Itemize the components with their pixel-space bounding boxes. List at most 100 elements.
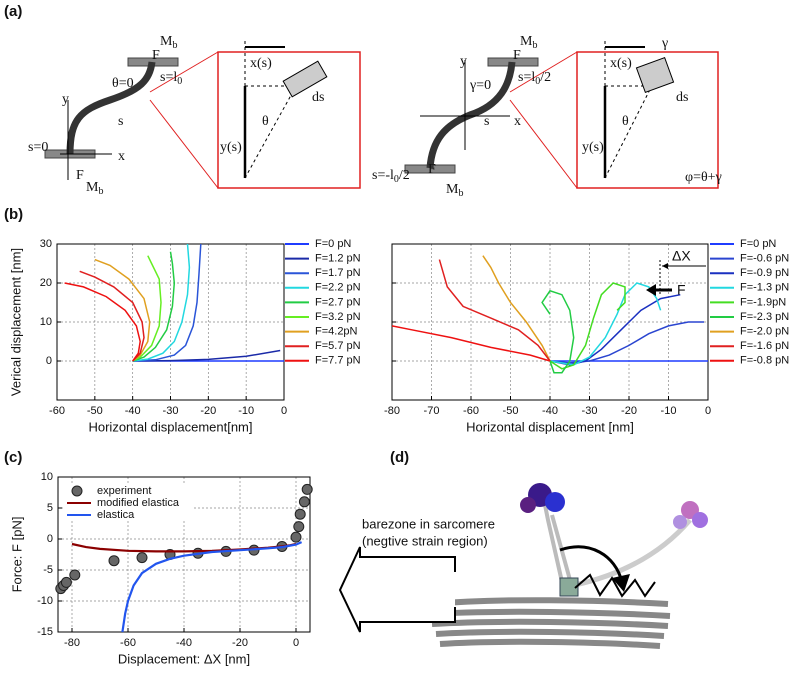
- diagram-label: x(s): [610, 56, 632, 71]
- legend-label: modified elastica: [97, 497, 180, 509]
- x-tick-label: -50: [87, 405, 103, 417]
- diagram-label: s=-l0/2: [372, 168, 410, 185]
- y-tick-label: -10: [37, 595, 53, 607]
- y-tick-label: 5: [47, 502, 53, 514]
- legend-label: elastica: [97, 509, 135, 521]
- x-tick-label: -60: [120, 637, 136, 649]
- panel-label: (c): [4, 449, 22, 466]
- caption: barezone in sarcomere: [362, 516, 495, 531]
- curve: [549, 293, 681, 366]
- x-tick-label: -70: [424, 405, 440, 417]
- curve: [132, 243, 202, 362]
- label-text: y: [460, 54, 467, 69]
- label-text: F: [76, 168, 84, 183]
- diagram-label: θ=0: [112, 76, 134, 91]
- diagram-label: γ: [661, 36, 668, 51]
- label-sub: b: [172, 40, 177, 51]
- legend-label: F=1.2 pN: [315, 253, 361, 265]
- x-tick-label: -20: [200, 405, 216, 417]
- curve: [121, 541, 303, 633]
- label-text: s: [118, 114, 123, 129]
- legend-label: F=5.7 pN: [315, 340, 361, 352]
- y-tick-label: 20: [40, 277, 52, 289]
- x-tick-label: -80: [64, 637, 80, 649]
- x-tick-label: -40: [542, 405, 558, 417]
- x-tick-label: -20: [232, 637, 248, 649]
- diagram-label: y: [62, 92, 69, 107]
- curve: [549, 282, 626, 370]
- label-text: ds: [312, 90, 324, 105]
- legend-label: F=-0.8 pN: [740, 355, 789, 367]
- x-tick-label: -80: [384, 405, 400, 417]
- label-text: F: [428, 162, 436, 177]
- label-sub: 0: [394, 174, 399, 185]
- diagram-label: φ=θ+γ: [685, 170, 722, 185]
- label-text: x: [118, 149, 125, 164]
- data-point: [60, 576, 72, 588]
- diagram-label: ds: [312, 90, 324, 105]
- annotation-arrow: [646, 284, 656, 296]
- legend-label: experiment: [97, 485, 151, 497]
- label-text: s=-l: [372, 168, 394, 183]
- diagram-label: x: [514, 114, 521, 129]
- x-tick-label: -40: [176, 637, 192, 649]
- label-text: x: [514, 114, 521, 129]
- data-point: [301, 483, 313, 495]
- y-axis-label: Force: F [pN]: [9, 517, 24, 593]
- panel-label: (b): [4, 206, 23, 223]
- diagram-label: y(s): [220, 140, 242, 155]
- diagram-a: [44, 40, 719, 189]
- diagram-label: x(s): [250, 56, 272, 71]
- x-tick-label: -10: [661, 405, 677, 417]
- data-point: [298, 496, 310, 508]
- diagram-label: γ=0: [469, 78, 491, 93]
- y-tick-label: 0: [47, 533, 53, 545]
- panel-label: (d): [390, 449, 409, 466]
- label-sub: b: [532, 40, 537, 51]
- label-sub: b: [458, 188, 463, 199]
- x-tick-label: -10: [238, 405, 254, 417]
- legend-label: F=-1.9pN: [740, 296, 786, 308]
- label-text: F: [152, 48, 160, 63]
- curve: [438, 259, 551, 362]
- label-text: γ: [661, 36, 668, 51]
- legend-label: F=-2.0 pN: [740, 326, 789, 338]
- label-text: θ: [262, 114, 269, 129]
- label-text: s=l: [160, 70, 177, 85]
- label-text: M: [520, 34, 533, 49]
- x-axis-label: Horizontal displacement [nm]: [466, 419, 634, 434]
- diagram-label: s=l0: [160, 70, 182, 87]
- label-text: y(s): [220, 140, 242, 155]
- y-tick-label: 10: [40, 316, 52, 328]
- x-tick-label: -20: [621, 405, 637, 417]
- data-point: [108, 555, 120, 567]
- diagram-label: Mb: [86, 180, 103, 197]
- legend-marker: [71, 485, 83, 497]
- diagram-label: y(s): [582, 140, 604, 155]
- diagram-label: F: [513, 48, 521, 63]
- diagram-label: θ: [622, 114, 629, 129]
- curve: [132, 255, 162, 362]
- x-tick-label: -50: [503, 405, 519, 417]
- diagram-label: ds: [676, 90, 688, 105]
- label-text: s=l: [518, 70, 535, 85]
- legend-label: F=-0.6 pN: [740, 253, 789, 265]
- caption: (negtive strain region): [362, 533, 488, 548]
- curve: [391, 325, 551, 362]
- data-point: [294, 508, 306, 520]
- label-text: φ=θ+γ: [685, 170, 722, 185]
- curve: [94, 258, 151, 362]
- diagram-label: Mb: [446, 182, 463, 199]
- diagram-a-labels: MbFs=l0θ=0yxss=0FMbx(s)dsy(s)θMbFs=l0/2γ…: [28, 34, 722, 199]
- curve: [79, 270, 145, 362]
- diagram-label: s=l0/2: [518, 70, 551, 87]
- label-text: x(s): [250, 56, 272, 71]
- legend-label: F=-1.6 pN: [740, 340, 789, 352]
- diagram-label: s=0: [28, 140, 48, 155]
- curve: [549, 321, 704, 364]
- legend-label: F=-1.3 pN: [740, 282, 789, 294]
- y-tick-label: 10: [41, 471, 53, 483]
- x-axis-label: Displacement: ΔX [nm]: [118, 651, 250, 666]
- annotation: ΔX: [672, 248, 691, 264]
- legend-label: F=7.7 pN: [315, 355, 361, 367]
